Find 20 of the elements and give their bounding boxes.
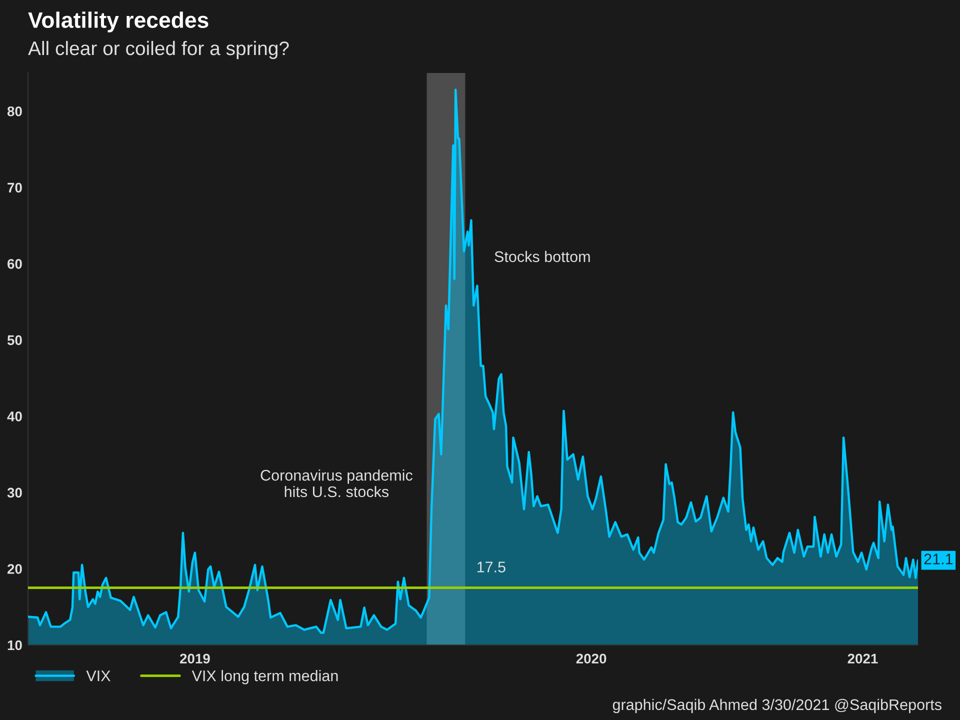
y-tick-label: 60 <box>8 259 22 269</box>
y-tick-label: 10 <box>8 640 22 650</box>
legend-label: VIX <box>86 670 110 682</box>
chart-title: Volatility recedes <box>28 12 208 32</box>
annotation: Coronavirus pandemic hits U.S. stocks <box>260 469 412 498</box>
y-tick-label: 50 <box>7 335 22 346</box>
text: graphic/Saqib Ahmed 3/30/2021 @SaqibReports <box>612 698 942 714</box>
y-tick-label: 40 <box>7 412 22 422</box>
legend-label: VIX long term median <box>192 670 338 684</box>
y-tick-label: 20 <box>7 564 22 574</box>
annotation: Stocks bottom <box>494 250 590 262</box>
x-tick-label: 2019 <box>180 654 210 664</box>
y-tick-label: 80 <box>7 106 22 116</box>
annotation: 17.5 <box>477 562 506 572</box>
x-tick-label: 2020 <box>576 654 606 664</box>
chart-subtitle: All clear or coiled for a spring? <box>28 40 289 60</box>
x-tick-label: 2021 <box>848 654 878 664</box>
annotation: 21.1 <box>924 554 953 564</box>
y-tick-label: 30 <box>7 488 22 498</box>
y-tick-label: 70 <box>8 182 22 193</box>
